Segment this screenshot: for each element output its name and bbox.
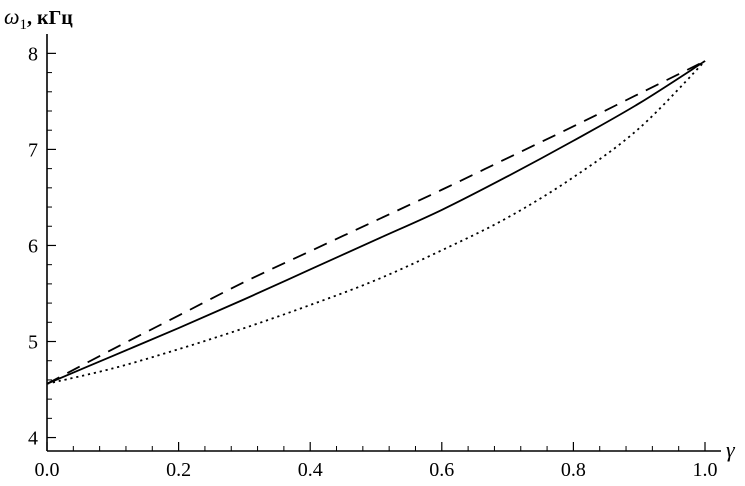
- y-axis-label-subscript: 1: [20, 17, 28, 33]
- x-tick-label: 0.8: [561, 459, 586, 481]
- y-tick-label: 7: [28, 139, 38, 161]
- y-tick-label: 5: [28, 332, 38, 354]
- y-tick-label: 6: [28, 235, 38, 257]
- axes: [46, 34, 721, 452]
- x-tick-label: 0.6: [429, 459, 454, 481]
- y-axis-label-unit: , кГц: [27, 7, 73, 29]
- y-axis-label: ω1, кГц: [4, 4, 73, 33]
- x-tick-label: 0.0: [35, 459, 60, 481]
- y-tick-label: 4: [28, 428, 38, 450]
- series-line-solid: [46, 60, 706, 385]
- x-tick-label: 1.0: [693, 459, 718, 481]
- ticks: 0.0 0.2 0.4 0.6 0.8 1.0 4 5 6 7 8: [28, 43, 718, 481]
- series-line-dashed: [46, 60, 706, 385]
- x-axis-label: γ: [726, 437, 736, 462]
- y-tick-label: 8: [28, 43, 38, 65]
- x-tick-label: 0.2: [166, 459, 191, 481]
- x-tick-label: 0.4: [298, 459, 323, 481]
- series-layer: [46, 60, 706, 385]
